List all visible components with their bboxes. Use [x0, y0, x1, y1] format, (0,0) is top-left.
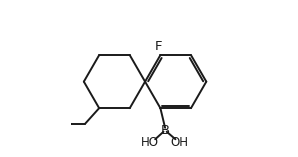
Text: OH: OH	[171, 136, 189, 149]
Text: HO: HO	[141, 136, 159, 149]
Text: F: F	[155, 40, 162, 53]
Text: B: B	[161, 124, 170, 137]
